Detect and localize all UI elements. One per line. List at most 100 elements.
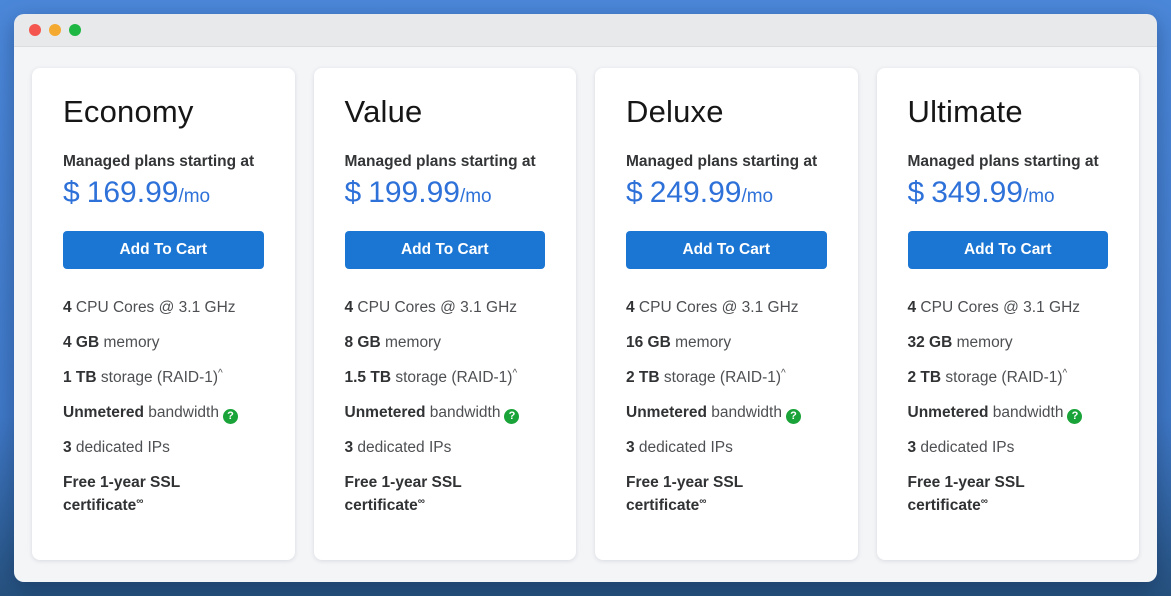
plan-price: $349.99/mo xyxy=(908,176,1109,210)
close-window-button[interactable] xyxy=(29,24,41,36)
feature-text: storage (RAID-1) xyxy=(391,369,513,386)
feature-highlight: 3 xyxy=(907,439,917,456)
feature-item: 3 dedicated IPs xyxy=(626,436,827,459)
feature-highlight: 4 xyxy=(344,299,354,316)
browser-window: Economy Managed plans starting at $169.9… xyxy=(14,14,1157,582)
feature-item: Unmetered bandwidth? xyxy=(63,401,264,424)
feature-item: 4 CPU Cores @ 3.1 GHz xyxy=(908,296,1109,319)
plan-price: $169.99/mo xyxy=(63,176,264,210)
feature-highlight: 8 GB xyxy=(344,334,381,351)
feature-footnote-mark: ^ xyxy=(781,367,786,379)
feature-item: 4 GB memory xyxy=(63,331,264,354)
feature-highlight: 16 GB xyxy=(626,334,671,351)
help-icon[interactable]: ? xyxy=(504,409,520,424)
window-titlebar xyxy=(14,14,1157,47)
feature-footnote-mark: ^ xyxy=(512,367,518,379)
plan-tagline: Managed plans starting at xyxy=(907,153,1099,170)
price-amount: 349.99 xyxy=(931,176,1023,209)
plan-tagline: Managed plans starting at xyxy=(63,153,255,170)
feature-highlight: Unmetered xyxy=(626,404,707,421)
price-amount: 249.99 xyxy=(649,176,742,209)
help-icon[interactable]: ? xyxy=(785,409,801,424)
feature-item: 3 dedicated IPs xyxy=(63,436,264,459)
feature-text: memory xyxy=(952,334,1013,351)
help-icon[interactable]: ? xyxy=(1067,409,1083,424)
feature-text: CPU Cores @ 3.1 GHz xyxy=(71,299,236,316)
plan-card: Economy Managed plans starting at $169.9… xyxy=(32,68,295,560)
feature-footnote-mark: ∞ xyxy=(980,495,988,507)
add-to-cart-button[interactable]: Add To Cart xyxy=(344,231,545,269)
plan-price: $199.99/mo xyxy=(345,176,546,210)
feature-highlight: Unmetered xyxy=(907,404,989,421)
currency-symbol: $ xyxy=(63,176,80,209)
feature-highlight: 2 TB xyxy=(907,369,942,386)
feature-footnote-mark: ∞ xyxy=(417,495,425,507)
plans-row: Economy Managed plans starting at $169.9… xyxy=(32,68,1139,560)
currency-symbol: $ xyxy=(907,176,925,209)
feature-text: memory xyxy=(380,334,441,351)
feature-text: dedicated IPs xyxy=(71,439,170,456)
price-period: /mo xyxy=(459,186,492,207)
feature-item: Unmetered bandwidth? xyxy=(345,401,546,424)
feature-highlight: Unmetered xyxy=(63,404,144,421)
feature-item: 4 CPU Cores @ 3.1 GHz xyxy=(626,296,827,319)
feature-footnote-mark: ∞ xyxy=(699,495,707,507)
feature-list: 4 CPU Cores @ 3.1 GHz 16 GB memory 2 TB st… xyxy=(626,296,827,529)
plan-card: Value Managed plans starting at $199.99/… xyxy=(313,68,576,560)
plan-card: Deluxe Managed plans starting at $249.99… xyxy=(595,68,858,560)
feature-highlight: 4 GB xyxy=(63,334,100,351)
feature-highlight: 3 xyxy=(626,439,635,456)
plan-name: Economy xyxy=(63,94,194,129)
feature-item: 4 CPU Cores @ 3.1 GHz xyxy=(345,296,546,319)
feature-text: bandwidth xyxy=(706,404,782,421)
add-to-cart-button[interactable]: Add To Cart xyxy=(907,231,1108,269)
feature-item: 32 GB memory xyxy=(908,331,1109,354)
plan-price: $249.99/mo xyxy=(626,176,827,210)
plan-tagline: Managed plans starting at xyxy=(344,153,536,170)
feature-item: Unmetered bandwidth? xyxy=(626,401,827,424)
feature-highlight: Unmetered xyxy=(344,404,426,421)
feature-item: 2 TB storage (RAID-1)^ xyxy=(626,366,827,389)
feature-item: Free 1-year SSL certificate∞ xyxy=(63,471,264,517)
feature-highlight: 2 TB xyxy=(626,369,660,386)
add-to-cart-button[interactable]: Add To Cart xyxy=(626,231,827,269)
feature-text: memory xyxy=(670,334,732,351)
minimize-window-button[interactable] xyxy=(49,24,61,36)
feature-text: CPU Cores @ 3.1 GHz xyxy=(916,299,1081,316)
feature-text: dedicated IPs xyxy=(916,439,1015,456)
feature-text: storage (RAID-1) xyxy=(941,369,1063,386)
plan-tagline: Managed plans starting at xyxy=(626,153,818,170)
feature-text: bandwidth xyxy=(425,404,501,421)
feature-item: 1.5 TB storage (RAID-1)^ xyxy=(345,366,546,389)
plan-name: Value xyxy=(344,94,423,129)
help-icon[interactable]: ? xyxy=(222,409,238,424)
plan-name: Deluxe xyxy=(626,94,724,129)
maximize-window-button[interactable] xyxy=(69,24,81,36)
feature-highlight: 1.5 TB xyxy=(344,369,392,386)
feature-item: 3 dedicated IPs xyxy=(908,436,1109,459)
feature-item: 2 TB storage (RAID-1)^ xyxy=(908,366,1109,389)
feature-text: CPU Cores @ 3.1 GHz xyxy=(353,299,518,316)
feature-footnote-mark: ^ xyxy=(1062,367,1068,379)
feature-text: bandwidth xyxy=(143,404,219,421)
feature-highlight: 4 xyxy=(626,299,635,316)
feature-text: dedicated IPs xyxy=(353,439,452,456)
plan-card: Ultimate Managed plans starting at $349.… xyxy=(876,68,1139,560)
feature-list: 4 CPU Cores @ 3.1 GHz 8 GB memory 1.5 TB s… xyxy=(345,296,546,529)
feature-item: Free 1-year SSL certificate∞ xyxy=(345,471,546,517)
price-amount: 169.99 xyxy=(86,176,179,209)
feature-list: 4 CPU Cores @ 3.1 GHz 32 GB memory 2 TB st… xyxy=(908,296,1109,529)
feature-item: Free 1-year SSL certificate∞ xyxy=(626,471,827,517)
feature-text: CPU Cores @ 3.1 GHz xyxy=(634,299,799,316)
feature-highlight: Free 1-year SSL certificate xyxy=(63,474,180,514)
feature-footnote-mark: ^ xyxy=(218,367,223,379)
plan-name: Ultimate xyxy=(907,94,1023,129)
feature-highlight: 4 xyxy=(63,299,72,316)
feature-item: 4 CPU Cores @ 3.1 GHz xyxy=(63,296,264,319)
price-period: /mo xyxy=(178,186,211,207)
currency-symbol: $ xyxy=(344,176,362,209)
feature-item: Free 1-year SSL certificate∞ xyxy=(908,471,1109,517)
feature-text: bandwidth xyxy=(988,404,1064,421)
feature-text: storage (RAID-1) xyxy=(96,369,219,386)
add-to-cart-button[interactable]: Add To Cart xyxy=(63,231,264,269)
